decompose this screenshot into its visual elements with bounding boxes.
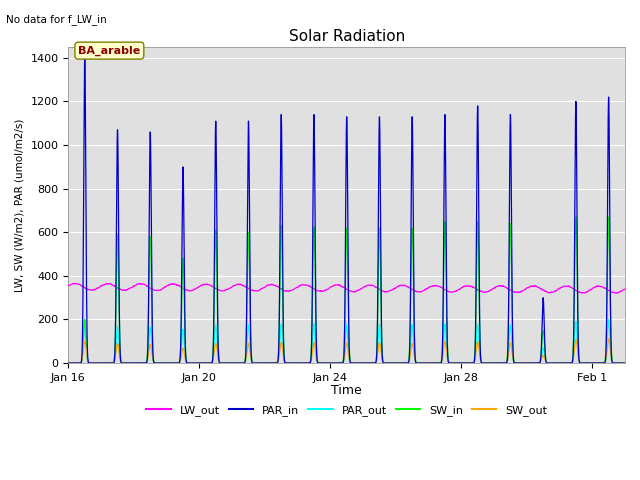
- Text: BA_arable: BA_arable: [78, 46, 140, 56]
- Text: No data for f_LW_in: No data for f_LW_in: [6, 14, 107, 25]
- Title: Solar Radiation: Solar Radiation: [289, 29, 405, 44]
- Legend: LW_out, PAR_in, PAR_out, SW_in, SW_out: LW_out, PAR_in, PAR_out, SW_in, SW_out: [142, 401, 552, 420]
- X-axis label: Time: Time: [332, 384, 362, 397]
- Y-axis label: LW, SW (W/m2), PAR (umol/m2/s): LW, SW (W/m2), PAR (umol/m2/s): [15, 118, 25, 292]
